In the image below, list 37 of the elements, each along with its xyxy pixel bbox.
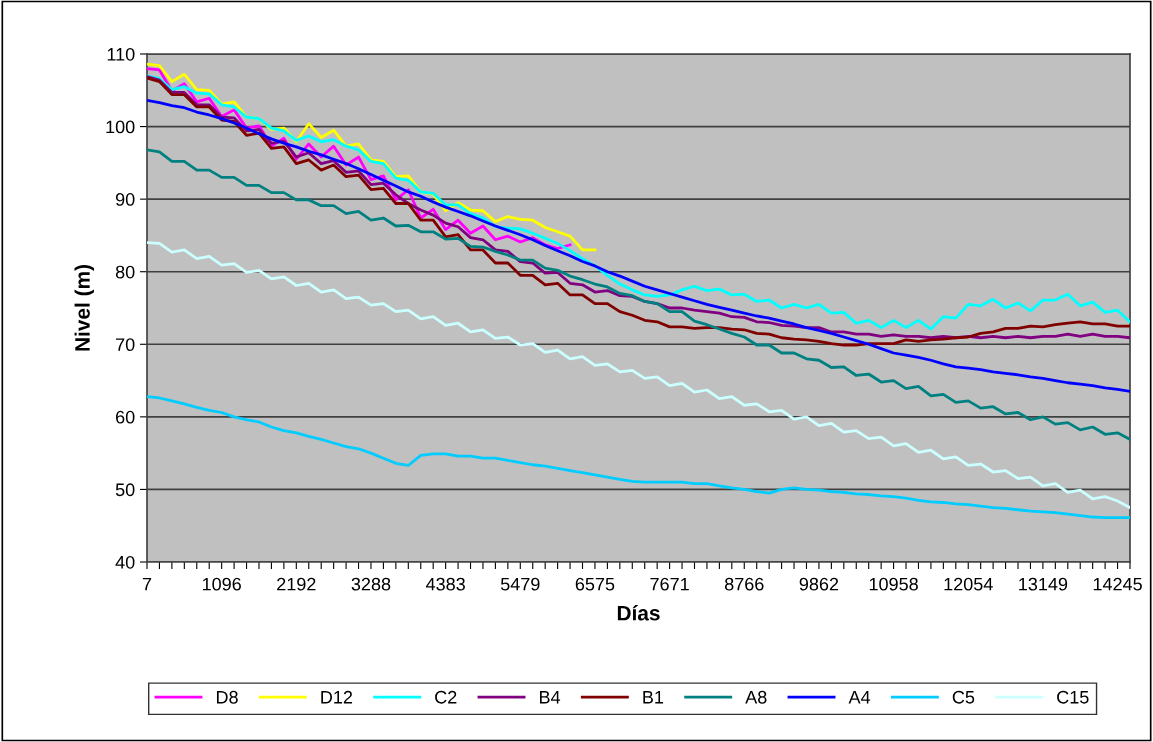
x-tick-label: 8766 bbox=[724, 577, 764, 591]
line-series bbox=[147, 241, 1130, 509]
legend-label: B4 bbox=[540, 691, 561, 704]
legend-label: C15 bbox=[1057, 690, 1089, 704]
y-tick-label: 40 bbox=[115, 555, 135, 569]
x-tick-label: 7671 bbox=[650, 577, 689, 591]
y-tick-label: 70 bbox=[116, 338, 135, 352]
x-tick-label: 12054 bbox=[944, 577, 993, 591]
y-tick-label: 80 bbox=[115, 265, 135, 279]
y-tick-label: 90 bbox=[115, 193, 135, 206]
y-tick-label: 100 bbox=[106, 120, 135, 134]
x-tick-label: 4383 bbox=[425, 577, 465, 591]
legend-label: A4 bbox=[848, 691, 871, 704]
y-tick-label: 110 bbox=[107, 47, 135, 61]
x-tick-label: 6575 bbox=[575, 577, 615, 591]
legend-label: C2 bbox=[435, 690, 457, 704]
legend-label: B1 bbox=[643, 691, 664, 704]
x-tick-label: 13149 bbox=[1019, 577, 1068, 591]
x-axis-title: Días bbox=[617, 605, 660, 621]
line-series bbox=[147, 148, 1130, 441]
x-tick-label: 1096 bbox=[202, 577, 241, 591]
line-series bbox=[147, 395, 1130, 520]
legend-label: A8 bbox=[745, 690, 767, 704]
x-tick-label: 9862 bbox=[799, 577, 839, 591]
y-tick-label: 60 bbox=[116, 410, 135, 424]
x-tick-label: 3288 bbox=[351, 577, 391, 591]
x-tick-label: 5479 bbox=[500, 577, 540, 591]
y-tick-label: 50 bbox=[115, 483, 135, 497]
legend-label: D12 bbox=[321, 690, 353, 704]
legend-label: C5 bbox=[952, 690, 975, 704]
line-series bbox=[147, 99, 1130, 393]
x-tick-label: 2192 bbox=[277, 577, 316, 591]
x-tick-label: 7 bbox=[142, 577, 152, 591]
y-axis-title: Nivel (m) bbox=[74, 265, 94, 351]
x-tick-label: 14245 bbox=[1093, 577, 1142, 591]
x-tick-label: 10958 bbox=[869, 577, 918, 591]
legend-label: D8 bbox=[216, 690, 238, 704]
